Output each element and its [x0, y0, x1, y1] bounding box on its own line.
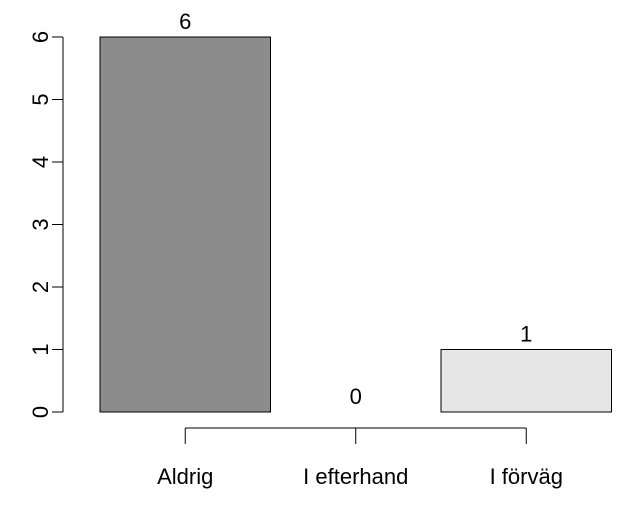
x-tick-label-1: I efterhand [303, 464, 408, 489]
value-label-2: 1 [520, 322, 532, 347]
bar-2 [440, 349, 612, 413]
x-tick-label-0: Aldrig [157, 464, 213, 489]
y-tick-label-1: 1 [28, 343, 53, 355]
value-labels: 6 0 1 [179, 9, 532, 409]
y-tick-label-4: 4 [28, 156, 53, 168]
y-axis: 0 1 2 3 4 5 6 [28, 31, 64, 418]
x-axis: Aldrig I efterhand I förväg [157, 427, 563, 489]
y-tick-label-2: 2 [28, 281, 53, 293]
value-label-0: 6 [179, 9, 191, 34]
value-label-1: 0 [350, 384, 362, 409]
bar-0 [99, 36, 271, 413]
y-tick-label-5: 5 [28, 93, 53, 105]
y-tick-label-0: 0 [28, 406, 53, 418]
y-tick-label-3: 3 [28, 218, 53, 230]
bars [99, 36, 612, 413]
y-tick-label-6: 6 [28, 31, 53, 43]
x-tick-label-2: I förväg [490, 464, 563, 489]
